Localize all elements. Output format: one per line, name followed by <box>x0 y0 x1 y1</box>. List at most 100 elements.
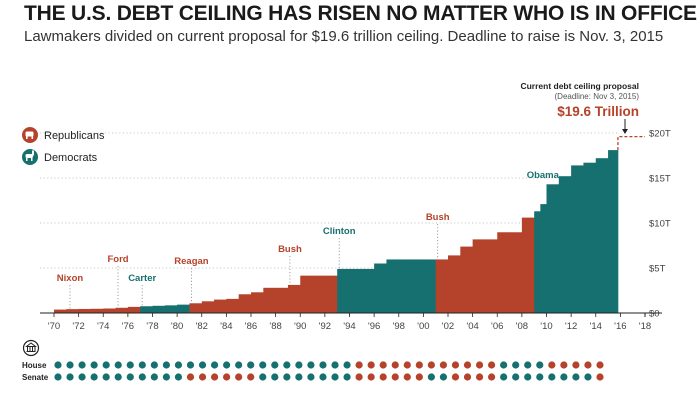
house-dot <box>488 361 496 369</box>
debt-step-bar <box>189 303 203 313</box>
legend: Republicans Democrats <box>22 127 105 165</box>
page-title: THE U.S. DEBT CEILING HAS RISEN NO MATTE… <box>24 2 697 25</box>
senate-dot <box>427 373 435 381</box>
debt-step-bar <box>324 275 338 313</box>
debt-step-bar <box>152 305 166 313</box>
debt-step-bar <box>214 299 227 313</box>
senate-dot <box>572 373 580 381</box>
y-tick-label: $20T <box>649 129 671 140</box>
senate-dot <box>235 373 243 381</box>
debt-step-bar <box>312 275 326 313</box>
x-tick-label: '76 <box>122 321 134 332</box>
house-dot <box>102 361 110 369</box>
senate-dot <box>415 373 423 381</box>
senate-dot <box>319 373 327 381</box>
x-tick-label: '74 <box>97 321 109 332</box>
senate-dot <box>307 373 315 381</box>
debt-step-bar <box>115 307 129 313</box>
senate-dot <box>247 373 255 381</box>
y-tick-label: $0 <box>649 309 660 320</box>
debt-step-bar <box>583 162 597 313</box>
donkey-icon-body <box>25 154 33 158</box>
senate-dot <box>138 373 146 381</box>
x-tick-label: '92 <box>319 321 331 332</box>
capitol-icon <box>22 339 40 357</box>
senate-dot <box>355 373 363 381</box>
senate-dot <box>295 373 303 381</box>
x-tick-label: '86 <box>245 321 257 332</box>
senate-dot <box>90 373 98 381</box>
senate-dot <box>223 373 231 381</box>
elephant-icon-body <box>25 131 34 137</box>
house-dot <box>307 361 315 369</box>
debt-step-bar <box>164 305 178 313</box>
senate-dot <box>331 373 339 381</box>
house-dot <box>210 361 219 369</box>
house-dot <box>596 361 604 369</box>
x-tick-label: '82 <box>196 321 208 332</box>
grid-lines <box>40 132 618 269</box>
president-label: Nixon <box>57 273 84 284</box>
debt-step-bar <box>300 275 313 313</box>
legend-label-republicans: Republicans <box>44 130 105 142</box>
house-dot <box>475 361 484 369</box>
house-dot <box>247 361 255 369</box>
president-label: Bush <box>278 244 302 255</box>
proposal-heading: Current debt ceiling proposal <box>520 81 639 91</box>
house-dot <box>186 361 195 369</box>
house-dot <box>548 361 556 369</box>
x-tick-label: '78 <box>146 321 158 332</box>
house-dot <box>512 361 520 369</box>
x-tick-label: '94 <box>343 321 355 332</box>
house-dot <box>439 361 448 369</box>
debt-step-bar <box>534 211 541 313</box>
house-dot <box>90 361 98 369</box>
legend-item-democrats: Democrats <box>22 149 98 165</box>
debt-step-bar <box>287 284 301 313</box>
senate-dot <box>150 373 158 381</box>
debt-step-bar <box>103 308 116 313</box>
debt-step-bar <box>386 259 400 313</box>
x-tick-label: '08 <box>516 321 528 332</box>
x-tick-label: '70 <box>48 321 60 332</box>
house-dot <box>463 361 472 369</box>
senate-dot <box>198 373 207 381</box>
debt-step-bar <box>275 287 289 313</box>
debt-step-bar <box>472 239 486 313</box>
debt-step-bar <box>263 287 277 313</box>
proposal-arrowhead <box>622 129 628 134</box>
debt-step-bar <box>484 239 498 313</box>
senate-dot <box>512 373 520 381</box>
debt-step-bar <box>238 294 252 313</box>
debt-step-bar <box>497 232 510 313</box>
house-dot <box>259 361 267 369</box>
senate-dots <box>54 373 604 381</box>
x-tick-label: '14 <box>590 321 602 332</box>
proposal-annotation: Current debt ceiling proposal (Deadline:… <box>520 81 645 151</box>
house-dot <box>138 361 146 369</box>
president-label: Ford <box>107 254 128 265</box>
senate-dot <box>584 373 592 381</box>
x-tick-label: '04 <box>466 321 478 332</box>
x-tick-label: '16 <box>614 321 626 332</box>
president-label: Clinton <box>323 226 356 237</box>
house-dot <box>198 361 207 369</box>
debt-step-bar <box>78 308 92 313</box>
donkey-icon-head <box>32 150 34 156</box>
x-tick-label: '10 <box>540 321 552 332</box>
debt-step-bar <box>435 259 449 313</box>
axes: $0 $5T $10T $15T $20T '70 '72 '74 '76 '78 '80 '82 '8… <box>40 129 671 332</box>
senate-dot <box>463 373 472 381</box>
debt-step-bar <box>226 298 240 313</box>
debt-step-bar <box>54 309 67 313</box>
house-dot <box>451 361 460 369</box>
y-tick-label: $10T <box>649 219 671 230</box>
house-dot <box>403 361 411 369</box>
x-tick-label: '02 <box>442 321 454 332</box>
debt-step-bar <box>66 309 80 313</box>
proposal-value: $19.6 Trillion <box>557 104 639 119</box>
senate-dot <box>66 373 74 381</box>
debt-step-bar <box>361 268 375 313</box>
senate-dot <box>54 373 62 381</box>
house-dot <box>150 361 158 369</box>
